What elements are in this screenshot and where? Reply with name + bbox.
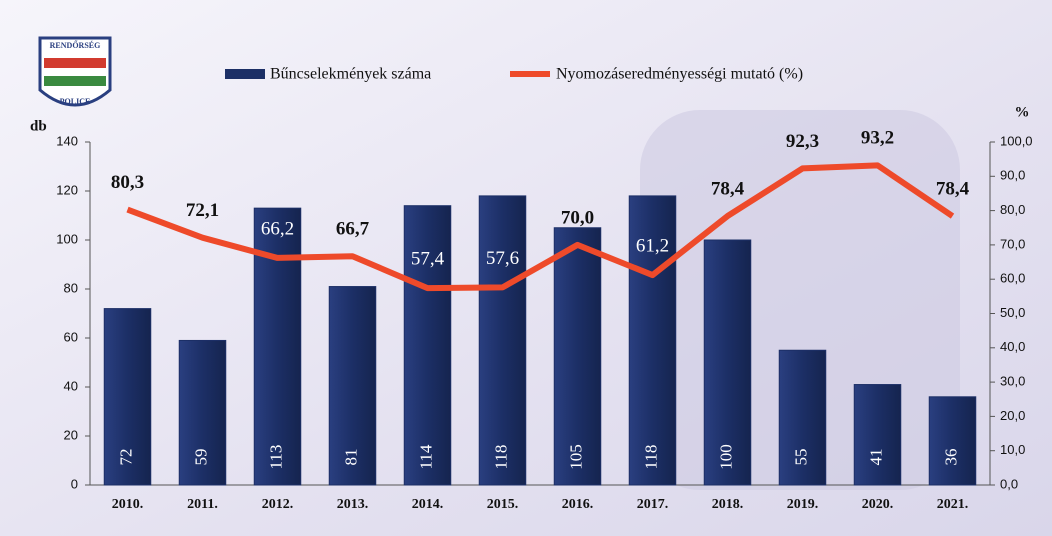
bar-value-label: 105 xyxy=(566,444,585,470)
x-tick-label: 2019. xyxy=(787,497,819,512)
x-tick-label: 2020. xyxy=(862,497,894,512)
line-value-label: 57,4 xyxy=(411,248,445,269)
bar-value-label: 118 xyxy=(491,445,510,470)
y2-tick-label: 90,0 xyxy=(1000,168,1025,183)
y2-axis-label: % xyxy=(1015,104,1030,120)
y-tick-label: 0 xyxy=(71,476,78,491)
x-tick-label: 2011. xyxy=(187,497,218,512)
y2-tick-label: 30,0 xyxy=(1000,374,1025,389)
y-tick-label: 140 xyxy=(56,133,78,148)
legend-label: Bűncselekmények száma xyxy=(270,66,431,83)
x-tick-label: 2021. xyxy=(937,497,969,512)
bar-value-label: 113 xyxy=(266,445,285,470)
bar-value-label: 59 xyxy=(191,449,210,466)
legend-swatch xyxy=(225,69,265,79)
y-tick-label: 20 xyxy=(64,427,78,442)
line-value-label: 92,3 xyxy=(786,131,819,152)
bar-value-label: 118 xyxy=(641,445,660,470)
y-axis-label: db xyxy=(30,118,47,134)
line-value-label: 78,4 xyxy=(711,178,745,199)
y2-tick-label: 50,0 xyxy=(1000,305,1025,320)
x-tick-label: 2014. xyxy=(412,497,444,512)
y-tick-label: 40 xyxy=(64,378,78,393)
bar-value-label: 114 xyxy=(416,444,435,469)
bar-value-label: 41 xyxy=(866,449,885,466)
bar-value-label: 81 xyxy=(341,449,360,466)
y2-tick-label: 10,0 xyxy=(1000,442,1025,457)
line-value-label: 93,2 xyxy=(861,128,894,149)
bar-value-label: 36 xyxy=(941,449,960,466)
y2-tick-label: 0,0 xyxy=(1000,476,1018,491)
bar xyxy=(178,339,227,486)
line-value-label: 72,1 xyxy=(186,200,219,221)
line-value-label: 70,0 xyxy=(561,207,594,228)
x-tick-label: 2016. xyxy=(562,497,594,512)
x-tick-label: 2015. xyxy=(487,497,519,512)
logo-shield xyxy=(38,36,112,107)
y2-tick-label: 40,0 xyxy=(1000,339,1025,354)
bar xyxy=(853,384,902,486)
y-tick-label: 60 xyxy=(64,329,78,344)
logo-stripe xyxy=(44,76,106,86)
y2-tick-label: 20,0 xyxy=(1000,408,1025,423)
y2-tick-label: 60,0 xyxy=(1000,271,1025,286)
line xyxy=(126,162,955,292)
logo-bottom: POLICE xyxy=(60,97,91,106)
line-value-label: 57,6 xyxy=(486,248,519,269)
bar-value-label: 100 xyxy=(716,444,735,470)
x-tick-label: 2017. xyxy=(637,497,669,512)
bar xyxy=(103,308,152,486)
line-value-label: 66,7 xyxy=(336,219,370,240)
legend-label: Nyomozáseredményességi mutató (%) xyxy=(556,66,803,83)
line-value-label: 61,2 xyxy=(636,235,669,256)
logo-top: RENDŐRSÉG xyxy=(50,40,101,50)
logo: RENDŐRSÉG POLICE xyxy=(38,36,112,107)
line-value-label: 80,3 xyxy=(111,172,144,193)
bar xyxy=(703,239,752,486)
y-tick-label: 120 xyxy=(56,182,78,197)
bar-value-label: 72 xyxy=(116,449,135,466)
y-tick-label: 80 xyxy=(64,280,78,295)
bar xyxy=(553,227,602,486)
line-value-label: 78,4 xyxy=(936,178,970,199)
y2-tick-label: 70,0 xyxy=(1000,236,1025,251)
line-value-label: 66,2 xyxy=(261,218,294,239)
y-tick-label: 100 xyxy=(56,231,78,246)
logo-stripe xyxy=(44,58,106,68)
bar-value-label: 55 xyxy=(791,449,810,466)
bar xyxy=(778,349,827,486)
bar xyxy=(928,396,977,486)
x-tick-label: 2013. xyxy=(337,497,369,512)
x-tick-label: 2012. xyxy=(262,497,294,512)
bar xyxy=(628,195,677,486)
bar xyxy=(253,207,302,486)
bar xyxy=(478,195,527,486)
bar xyxy=(403,205,452,486)
bar xyxy=(328,286,377,486)
x-tick-label: 2018. xyxy=(712,497,744,512)
y2-tick-label: 80,0 xyxy=(1000,202,1025,217)
x-tick-label: 2010. xyxy=(112,497,144,512)
y2-tick-label: 100,0 xyxy=(1000,133,1033,148)
